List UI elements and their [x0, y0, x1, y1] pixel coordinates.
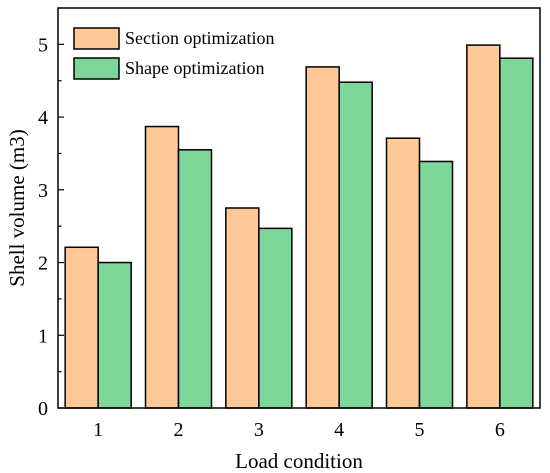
- x-axis-title: Load condition: [235, 449, 363, 473]
- bar-shape-4: [338, 81, 373, 409]
- x-tick-label-5: 5: [415, 419, 425, 441]
- bars-layer: [64, 44, 534, 409]
- plot-frame: [57, 7, 541, 409]
- y-axis-title: Shell volume (m3): [5, 129, 29, 286]
- y-tick-label-1: 1: [38, 325, 48, 347]
- bar-section-3: [225, 207, 260, 409]
- y-tick-label-4: 4: [38, 107, 48, 129]
- y-tick-label-2: 2: [38, 253, 48, 275]
- x-tick-label-6: 6: [495, 419, 505, 441]
- legend-label-section: Section optimization: [125, 28, 274, 48]
- bar-section-5: [385, 137, 421, 409]
- legend-swatch-shape: [73, 57, 120, 80]
- x-tick-label-2: 2: [174, 419, 184, 441]
- bar-shape-2: [177, 149, 213, 409]
- legend-label-shape: Shape optimization: [125, 58, 264, 78]
- y-tick-label-5: 5: [38, 34, 48, 56]
- axes-layer: [57, 7, 541, 409]
- legend: Section optimization Shape optimization: [73, 27, 274, 80]
- bar-section-2: [144, 125, 180, 409]
- x-tick-label-1: 1: [93, 419, 103, 441]
- bar-shape-1: [97, 261, 132, 409]
- y-tick-label-0: 0: [38, 398, 48, 420]
- bar-shape-6: [499, 57, 534, 409]
- bar-shape-5: [418, 160, 454, 409]
- ticks-layer: 0 1 2 3 4 5 1 2 3 4 5 6: [38, 34, 505, 441]
- bar-section-4: [305, 66, 340, 409]
- x-tick-label-3: 3: [254, 419, 264, 441]
- bar-shape-3: [258, 227, 293, 409]
- bar-section-6: [466, 44, 501, 409]
- legend-swatch-section: [73, 27, 120, 50]
- bar-section-1: [64, 246, 99, 409]
- y-tick-label-3: 3: [38, 180, 48, 202]
- x-tick-label-4: 4: [334, 419, 344, 441]
